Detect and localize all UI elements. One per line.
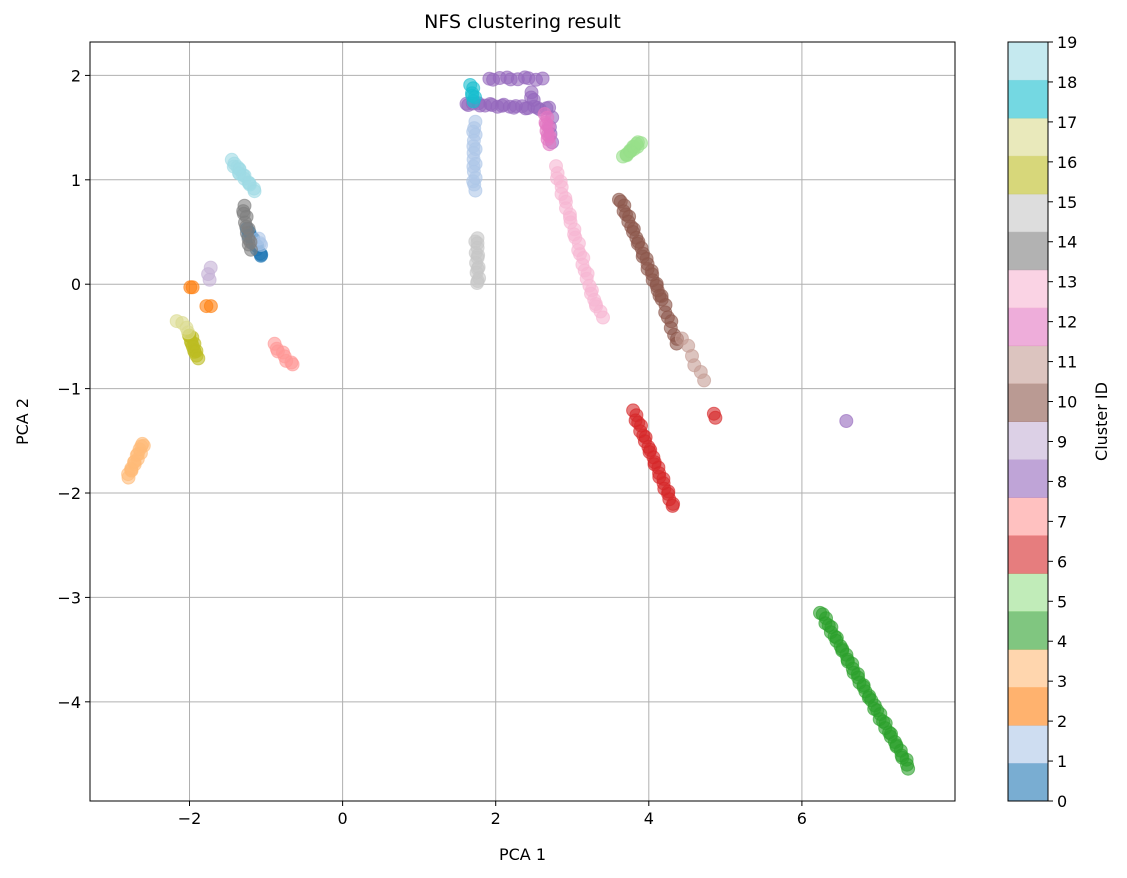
colorbar-swatch-7	[1008, 497, 1048, 536]
cluster-11-point	[697, 373, 712, 388]
chart-title: NFS clustering result	[424, 11, 621, 33]
colorbar-tick-label: 7	[1057, 512, 1067, 531]
cluster-5-point	[634, 136, 648, 151]
colorbar-swatch-16	[1008, 155, 1048, 195]
colorbar-swatch-13	[1008, 269, 1048, 309]
colorbar-swatch-11	[1008, 345, 1048, 385]
colorbar-swatch-15	[1008, 193, 1048, 233]
colorbar-swatch-6	[1008, 535, 1048, 574]
x-axis-label: PCA 1	[499, 845, 546, 864]
x-tick-label: 0	[338, 809, 348, 828]
cluster-6-point	[665, 498, 680, 513]
colorbar-tick-label: 6	[1057, 552, 1067, 571]
cluster-18-point	[466, 94, 481, 109]
cluster-12-point	[542, 137, 557, 152]
y-tick-label: 1	[71, 171, 81, 190]
colorbar-swatch-12	[1008, 307, 1048, 347]
x-tick-label: 6	[797, 809, 807, 828]
cluster-8-point	[535, 71, 550, 86]
colorbar-frame	[1007, 41, 1049, 802]
colorbar-tick-label: 5	[1057, 592, 1067, 611]
cluster-8-point	[526, 92, 541, 107]
x-tick-label: 2	[491, 809, 501, 828]
colorbar-swatch-1	[1008, 725, 1048, 764]
cluster-1-point	[468, 183, 483, 198]
y-tick-label: 2	[71, 66, 81, 85]
colorbar-label: Cluster ID	[1092, 382, 1111, 461]
cluster-3-point	[135, 436, 150, 451]
colorbar-swatch-3	[1008, 649, 1048, 688]
colorbar-swatch-10	[1008, 383, 1048, 422]
cluster-16-point	[191, 351, 206, 366]
axis-ticks: −2 0 2 4 6 −4 −3 −2 −1 0 1 2	[57, 66, 807, 828]
colorbar-tick-label: 11	[1057, 353, 1077, 372]
cluster-13-point	[596, 310, 610, 325]
cluster-2-point	[185, 280, 200, 295]
colorbar-swatch-17	[1008, 117, 1048, 157]
colorbar-swatch-18	[1008, 79, 1048, 119]
colorbar-tick-label: 8	[1057, 472, 1067, 491]
colorbar-tick-label: 9	[1057, 432, 1067, 451]
colorbar-tick-label: 4	[1057, 632, 1067, 651]
cluster-15-point	[470, 276, 485, 290]
colorbar-tick-label: 17	[1057, 113, 1077, 132]
cluster-8-point	[839, 414, 854, 428]
colorbar-tick-label: 13	[1057, 273, 1077, 292]
colorbar-tick-label: 3	[1057, 672, 1067, 691]
colorbar-swatch-4	[1008, 611, 1048, 650]
x-tick-label: 4	[644, 809, 654, 828]
cluster-14-point	[244, 242, 258, 257]
colorbar-tick-label: 12	[1057, 313, 1077, 332]
y-tick-label: −3	[57, 588, 81, 607]
colorbar-tick-label: 0	[1057, 792, 1067, 811]
colorbar-tick-label: 14	[1057, 233, 1077, 252]
cluster-19-point	[247, 184, 262, 199]
colorbar-tick-label: 2	[1057, 712, 1067, 731]
y-tick-label: −1	[57, 380, 81, 399]
colorbar-swatch-0	[1008, 763, 1048, 802]
colorbar-tick-label: 16	[1057, 153, 1077, 172]
y-axis-label: PCA 2	[13, 398, 32, 445]
cluster-19-point	[232, 162, 247, 177]
colorbar-tick-label: 1	[1057, 752, 1067, 771]
cluster-9-point	[202, 272, 217, 287]
colorbar-swatch-8	[1008, 459, 1048, 498]
cluster-17-point	[181, 325, 196, 340]
colorbar-tick-label: 15	[1057, 193, 1077, 212]
cluster-7-point	[285, 357, 300, 372]
x-tick-label: −2	[178, 809, 202, 828]
y-tick-label: −4	[57, 693, 81, 712]
colorbar-tick-label: 18	[1057, 73, 1077, 92]
colorbar-swatch-5	[1008, 573, 1048, 612]
colorbar-tick-label: 10	[1057, 393, 1077, 412]
colorbar-swatch-14	[1008, 231, 1048, 271]
scatter-points	[121, 70, 916, 776]
cluster-2-point	[203, 299, 218, 314]
cluster-4-point	[901, 761, 916, 776]
colorbar-swatch-19	[1008, 42, 1048, 81]
y-tick-label: 0	[71, 275, 81, 294]
plot-area	[89, 41, 956, 802]
cluster-6-point	[708, 410, 723, 425]
grid	[90, 42, 955, 801]
y-tick-label: −2	[57, 484, 81, 503]
colorbar-swatch-2	[1008, 687, 1048, 726]
colorbar-swatch-9	[1008, 421, 1048, 460]
colorbar-tick-label: 19	[1057, 33, 1077, 52]
